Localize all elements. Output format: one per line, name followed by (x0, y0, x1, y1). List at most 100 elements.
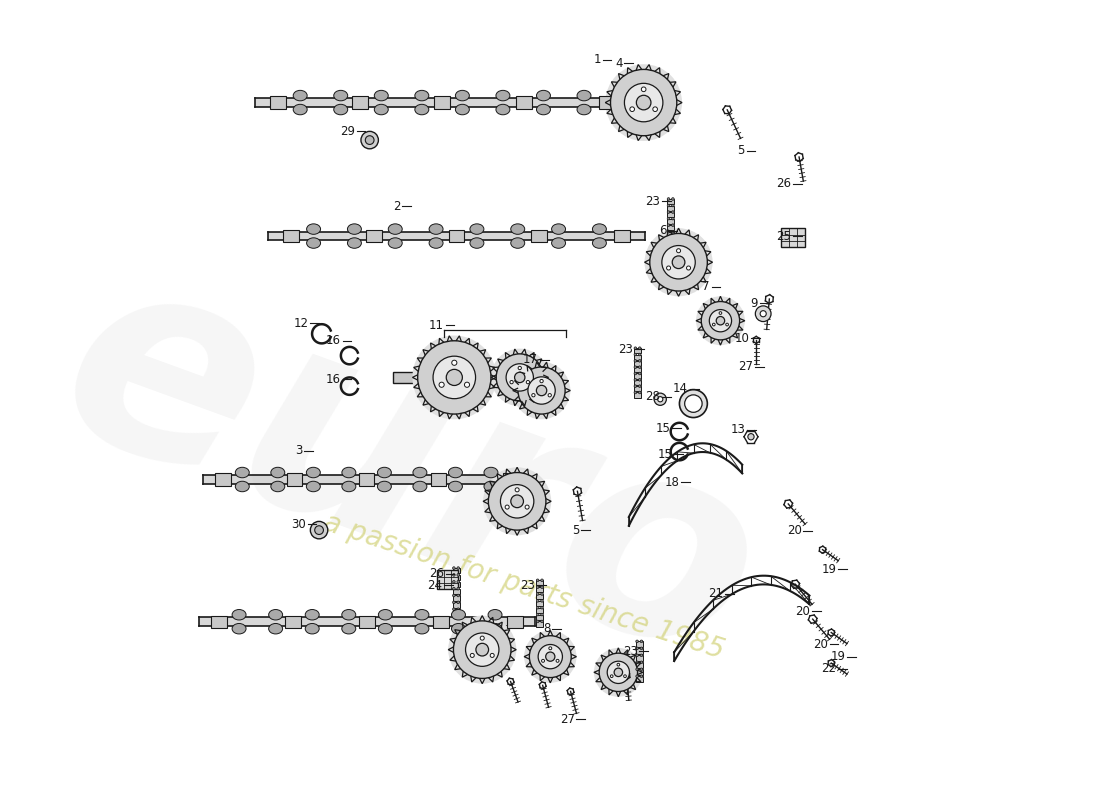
Circle shape (452, 581, 455, 583)
Circle shape (710, 310, 732, 332)
Circle shape (531, 394, 535, 397)
Bar (668, 206, 674, 210)
Bar (668, 225, 674, 230)
Ellipse shape (496, 104, 510, 114)
Circle shape (668, 224, 670, 226)
Circle shape (483, 467, 551, 535)
Circle shape (452, 594, 455, 597)
Text: 25: 25 (777, 230, 791, 242)
Bar (537, 580, 543, 586)
Ellipse shape (449, 482, 462, 492)
Circle shape (658, 397, 663, 402)
Bar (452, 582, 460, 587)
Ellipse shape (388, 238, 403, 248)
Circle shape (537, 586, 539, 589)
Circle shape (654, 393, 667, 406)
Circle shape (676, 249, 681, 253)
Circle shape (638, 366, 641, 369)
Text: 24: 24 (427, 578, 442, 591)
Circle shape (640, 675, 642, 678)
Bar (268, 232, 645, 241)
Text: 15: 15 (656, 422, 671, 434)
Circle shape (624, 675, 626, 678)
Ellipse shape (415, 104, 429, 114)
Circle shape (456, 581, 460, 583)
Circle shape (541, 599, 543, 602)
Text: 20: 20 (795, 605, 811, 618)
Ellipse shape (271, 482, 285, 492)
Circle shape (701, 302, 739, 340)
Ellipse shape (593, 238, 606, 248)
Circle shape (638, 354, 641, 356)
Circle shape (636, 647, 638, 650)
Circle shape (668, 198, 670, 200)
Ellipse shape (294, 90, 307, 101)
Circle shape (668, 243, 670, 246)
Ellipse shape (333, 90, 348, 101)
Circle shape (557, 659, 559, 662)
Bar (537, 601, 543, 606)
Bar (452, 575, 460, 580)
Ellipse shape (488, 623, 502, 634)
Ellipse shape (510, 224, 525, 234)
Bar (507, 616, 524, 628)
Circle shape (650, 234, 707, 291)
Ellipse shape (377, 467, 392, 478)
Ellipse shape (374, 104, 388, 114)
Circle shape (600, 653, 638, 691)
Bar (636, 655, 642, 661)
Circle shape (638, 378, 641, 381)
Circle shape (641, 87, 646, 92)
Circle shape (756, 306, 771, 322)
Ellipse shape (305, 610, 319, 620)
Bar (537, 587, 543, 592)
Circle shape (439, 382, 444, 387)
Circle shape (672, 250, 674, 253)
Circle shape (452, 601, 455, 604)
Ellipse shape (415, 623, 429, 634)
Circle shape (541, 614, 543, 616)
Text: 1: 1 (593, 54, 601, 66)
Bar (537, 594, 543, 599)
Bar (614, 230, 630, 242)
Circle shape (525, 505, 529, 509)
Circle shape (680, 390, 707, 418)
Circle shape (315, 526, 323, 534)
Circle shape (505, 505, 509, 509)
Circle shape (412, 335, 496, 419)
Ellipse shape (333, 104, 348, 114)
Text: 30: 30 (292, 518, 306, 530)
Text: 11: 11 (429, 318, 443, 331)
Ellipse shape (455, 90, 470, 101)
Ellipse shape (484, 482, 498, 492)
Circle shape (510, 381, 514, 384)
Bar (636, 676, 642, 682)
Ellipse shape (342, 482, 355, 492)
Ellipse shape (429, 238, 443, 248)
Circle shape (672, 210, 674, 214)
Ellipse shape (378, 623, 393, 634)
Circle shape (638, 391, 641, 394)
Bar (452, 568, 460, 574)
Circle shape (607, 662, 629, 683)
Circle shape (540, 379, 543, 382)
Circle shape (726, 323, 728, 326)
Text: 12: 12 (294, 317, 309, 330)
Circle shape (640, 647, 642, 650)
Circle shape (447, 370, 462, 386)
Circle shape (640, 640, 642, 642)
Text: a passion for parts since 1985: a passion for parts since 1985 (320, 509, 728, 665)
Text: 17: 17 (524, 354, 538, 366)
Bar (781, 228, 805, 247)
Ellipse shape (377, 482, 392, 492)
Text: 26: 26 (429, 567, 443, 580)
Circle shape (452, 587, 455, 590)
Ellipse shape (449, 467, 462, 478)
Bar (668, 218, 674, 224)
Circle shape (541, 659, 544, 662)
Circle shape (645, 228, 713, 296)
Ellipse shape (307, 238, 320, 248)
Circle shape (605, 64, 682, 141)
Bar (531, 230, 547, 242)
Bar (636, 670, 642, 674)
